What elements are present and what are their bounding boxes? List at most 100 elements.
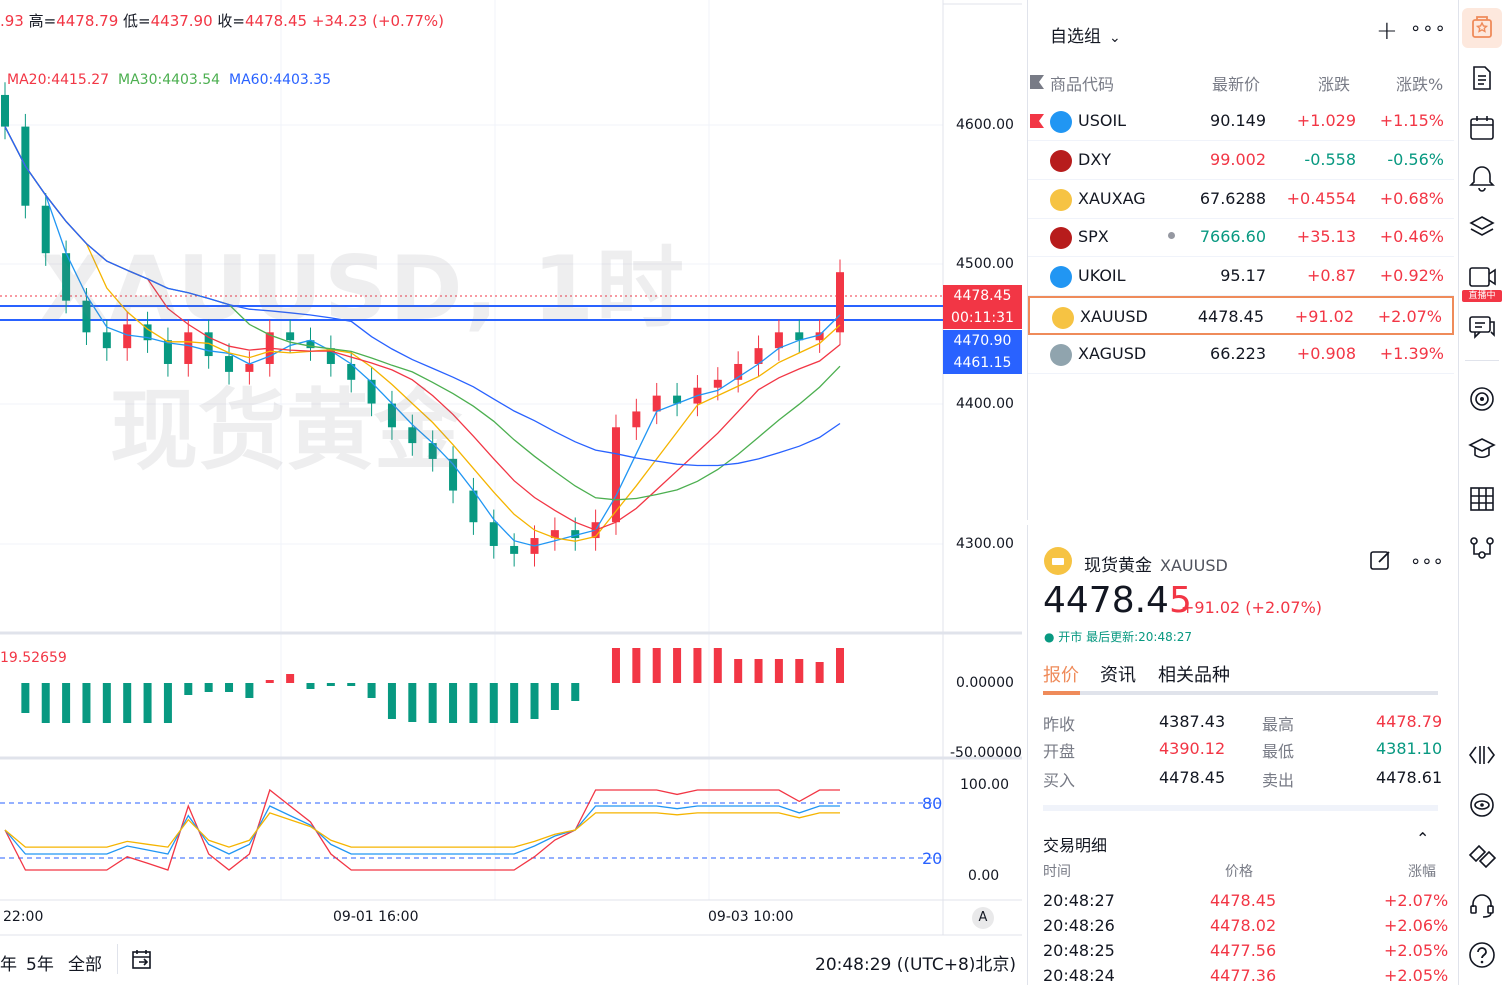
candle-body	[510, 545, 519, 554]
chat-icon[interactable]	[1467, 312, 1497, 342]
trade-price: 4477.56	[1210, 941, 1277, 960]
row-chg: +0.908	[1296, 343, 1356, 363]
row-symbol: USOIL	[1078, 111, 1127, 130]
add-symbol-icon[interactable]: +	[1376, 16, 1398, 46]
macd-bar	[815, 662, 824, 683]
macd-bar	[795, 659, 804, 683]
watchlist-row[interactable]: SPX 7666.60 +35.13 +0.46%	[1028, 218, 1454, 258]
watchlist-row[interactable]: USOIL 90.149 +1.029 +1.15%	[1028, 102, 1454, 141]
ask-label: 卖出	[1262, 771, 1295, 790]
chart-canvas[interactable]	[0, 0, 1022, 985]
macd-bar	[387, 683, 396, 719]
macd-bar	[530, 683, 539, 719]
macd-bar	[326, 683, 335, 686]
tab-quote[interactable]: 报价	[1043, 665, 1079, 686]
watchlist-icon[interactable]	[1462, 8, 1502, 48]
macd-bar	[367, 683, 376, 698]
watchlist-row[interactable]: UKOIL 95.17 +0.87 +0.92%	[1028, 257, 1454, 297]
edit-icon[interactable]	[1368, 547, 1394, 573]
candle-body	[123, 324, 132, 349]
macd-group	[21, 648, 844, 723]
chevron-up-icon[interactable]: ⌃	[1416, 829, 1430, 848]
low-value: 4381.10	[1376, 739, 1443, 758]
trade-time: 20:48:24	[1043, 966, 1115, 985]
macd-bar	[123, 683, 132, 723]
macd-bar	[82, 683, 91, 723]
header-pct[interactable]: 涨跌%	[1396, 75, 1444, 94]
row-chg: +0.87	[1306, 266, 1356, 286]
watchlist-title-dropdown[interactable]: 自选组 ⌄	[1050, 22, 1121, 47]
help-icon[interactable]	[1467, 940, 1497, 970]
chart-area[interactable]: XAUUSD, 1时 现货黄金 .93 高=4478.79 低=4437.90 …	[0, 0, 1022, 985]
news-icon[interactable]	[1467, 63, 1497, 93]
ohlc-change: +34.23 (+0.77%)	[311, 12, 445, 30]
layers-icon[interactable]	[1467, 212, 1497, 242]
watchlist-row[interactable]: XAUXAG 67.6288 +0.4554 +0.68%	[1028, 180, 1454, 219]
hierarchy-icon[interactable]	[1467, 533, 1497, 563]
range-all-button[interactable]: 全部	[68, 955, 102, 975]
screener-icon[interactable]	[1467, 840, 1497, 870]
row-symbol: SPX	[1078, 227, 1109, 247]
target-icon[interactable]	[1467, 384, 1497, 414]
macd-bar	[673, 648, 682, 683]
header-flag-icon[interactable]	[1030, 75, 1044, 89]
more-icon[interactable]: ∘∘∘	[1410, 18, 1447, 39]
header-symbol[interactable]: 商品代码	[1050, 75, 1115, 94]
macd-bar	[408, 683, 417, 722]
macd-bar	[163, 683, 172, 723]
tab-active-indicator	[1043, 691, 1080, 695]
row-symbol: DXY	[1078, 149, 1112, 169]
header-chg[interactable]: 涨跌	[1318, 75, 1351, 94]
ma-line	[4, 126, 841, 542]
symbol-logo-icon	[1052, 307, 1074, 329]
high-value: 4478.79	[1376, 712, 1443, 731]
watchlist-row[interactable]: DXY 99.002 -0.558 -0.56%	[1028, 141, 1454, 180]
bid-label: 买入	[1043, 771, 1076, 790]
candle-body	[367, 379, 376, 404]
detail-more-icon[interactable]: ∘∘∘	[1410, 551, 1444, 572]
education-icon[interactable]	[1467, 434, 1497, 464]
candle-body	[469, 490, 478, 523]
macd-bar	[489, 683, 498, 723]
range-1y-button[interactable]: 年	[0, 955, 17, 975]
trade-pct: +2.07%	[1384, 891, 1449, 910]
header-last[interactable]: 最新价	[1212, 75, 1261, 94]
goto-date-icon[interactable]	[130, 948, 154, 977]
candle-body	[774, 332, 783, 349]
row-pct: +2.07%	[1377, 307, 1442, 326]
row-last: 90.149	[1210, 111, 1266, 130]
watchlist-row[interactable]: XAUUSD 4478.45 +91.02 +2.07%	[1028, 296, 1454, 335]
candle-body	[754, 348, 763, 364]
bottom-toolbar: 年 5年 全部 20:48:29 ((UTC+8)北京)	[0, 940, 1022, 985]
code-icon[interactable]	[1467, 740, 1497, 770]
prev-close-label: 昨收	[1043, 715, 1076, 734]
macd-bar	[550, 683, 559, 710]
symbol-logo-icon	[1050, 111, 1072, 133]
symbol-logo-icon	[1050, 188, 1072, 211]
symbol-watermark: XAUUSD, 1时	[40, 237, 686, 340]
flag-icon[interactable]	[1030, 114, 1044, 128]
macd-bar	[449, 683, 458, 723]
market-status: ● 开市 最后更新:20:48:27	[1044, 630, 1193, 644]
macd-bar	[41, 683, 50, 723]
watchlist-row[interactable]: XAGUSD 66.223 +0.908 +1.39%	[1028, 335, 1454, 374]
market-closed-dot-icon	[1168, 232, 1175, 240]
macd-bar	[836, 648, 844, 683]
tab-related[interactable]: 相关品种	[1158, 665, 1230, 686]
grid-icon[interactable]	[1467, 484, 1497, 514]
tab-news[interactable]: 资讯	[1100, 665, 1136, 686]
range-5y-button[interactable]: 5年	[26, 955, 54, 975]
prev-close-value: 4387.43	[1159, 712, 1226, 731]
line-tag-2: 4461.15	[943, 352, 1022, 374]
low-label: 最低	[1262, 742, 1295, 761]
support-icon[interactable]	[1467, 890, 1497, 920]
price-axis-4500: 4500.00	[956, 256, 1014, 272]
auto-scale-button[interactable]: A	[972, 907, 994, 929]
row-pct: +0.92%	[1379, 266, 1444, 286]
row-pct: +1.15%	[1379, 111, 1444, 130]
alert-icon[interactable]	[1467, 163, 1497, 193]
calendar-icon[interactable]	[1467, 113, 1497, 143]
live-icon[interactable]	[1467, 262, 1497, 292]
clock-timezone[interactable]: 20:48:29 ((UTC+8)北京)	[815, 955, 1017, 975]
eye-icon[interactable]	[1467, 790, 1497, 820]
